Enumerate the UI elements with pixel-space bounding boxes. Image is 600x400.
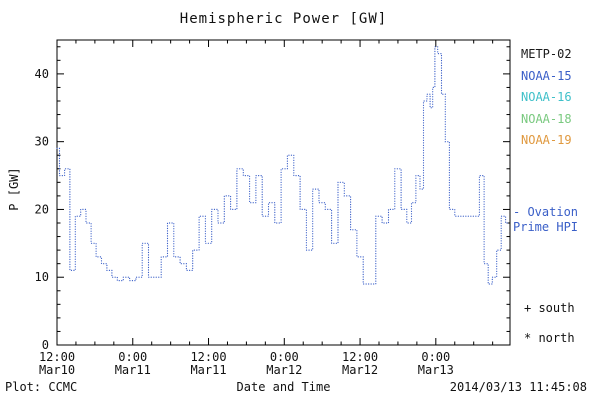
chart-title: Hemispheric Power [GW] [179, 11, 388, 27]
x-tick-date-label: Mar10 [39, 363, 75, 377]
timestamp: 2014/03/13 11:45:08 [449, 380, 587, 394]
x-axis-label: Date and Time [236, 380, 331, 394]
legend-item-noaa-19: NOAA-19 [521, 133, 572, 147]
x-tick-time-label: 12:00 [39, 350, 75, 364]
legend-ovation-line2: Prime HPI [513, 220, 579, 234]
y-tick-label: 30 [35, 135, 49, 149]
hpi-step-line [56, 46, 509, 285]
legend-satellites: METP-02 NOAA-15 NOAA-16 NOAA-18 NOAA-19 [521, 44, 572, 152]
x-tick-time-label: 0:00 [118, 350, 147, 364]
x-tick-time-label: 0:00 [421, 350, 450, 364]
legend-item-noaa-18: NOAA-18 [521, 111, 572, 126]
x-tick-date-label: Mar12 [342, 363, 378, 377]
plot-credit: Plot: CCMC [5, 380, 78, 394]
legend-ovation-line1: - Ovation [513, 205, 579, 219]
x-tick-time-label: 12:00 [342, 350, 378, 364]
y-tick-label: 40 [35, 67, 49, 81]
legend-item-noaa-15: NOAA-15 [521, 68, 572, 83]
y-axis-label: P [GW] [7, 167, 21, 211]
x-tick-time-label: 12:00 [190, 350, 226, 364]
x-tick-date-label: Mar11 [115, 363, 151, 377]
legend-ovation: - Ovation Prime HPI [513, 205, 578, 235]
plot-frame [56, 39, 511, 346]
legend-north-marker: * north [524, 331, 575, 345]
y-tick-label: 10 [35, 270, 49, 284]
legend-item-noaa-16: NOAA-16 [521, 90, 572, 104]
y-tick-label: 0 [42, 338, 49, 352]
legend-item-metp-02: METP-02 [521, 47, 572, 61]
x-tick-date-label: Mar12 [266, 363, 302, 377]
legend-south-marker: + south [524, 301, 575, 315]
x-tick-date-label: Mar13 [418, 363, 454, 377]
y-tick-label: 20 [35, 202, 49, 216]
x-tick-date-label: Mar11 [190, 363, 226, 377]
x-tick-time-label: 0:00 [270, 350, 299, 364]
